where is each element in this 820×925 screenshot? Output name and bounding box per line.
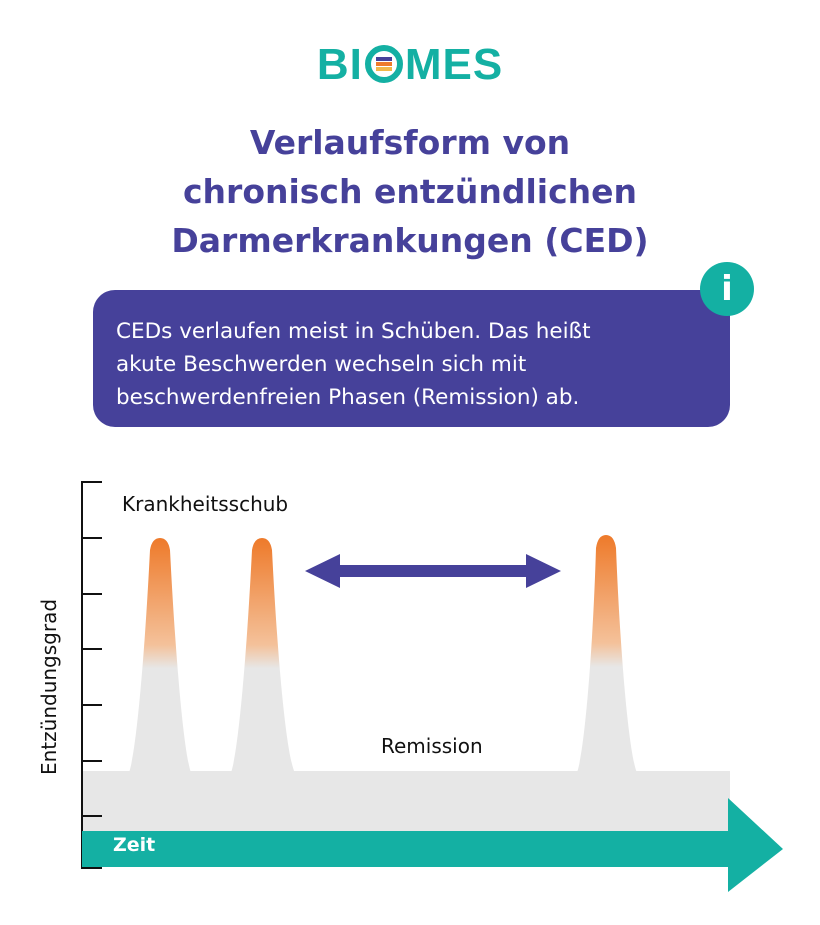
flare-peak [128,538,192,775]
y-axis-ticks [82,481,102,869]
biomes-logo: BI MES [0,40,820,90]
info-box: CEDs verlaufen meist in Schüben. Das hei… [93,290,730,427]
x-axis-label: Zeit [113,834,156,856]
alternation-arrow [305,554,561,588]
remission-band [82,771,730,833]
time-arrow [82,798,783,892]
remission-label: Remission [381,734,483,758]
flare-peak [576,535,638,775]
flare-peak [230,538,296,775]
logo-text-right: MES [404,40,504,89]
y-axis-label: Entzündungsgrad [37,598,61,775]
logo-o-icon [364,45,403,83]
flare-label: Krankheitsschub [122,492,289,516]
logo-text-left: BI [316,40,363,89]
page-title: Verlaufsform von chronisch entzündlichen… [171,123,649,260]
info-icon: i [700,262,754,316]
